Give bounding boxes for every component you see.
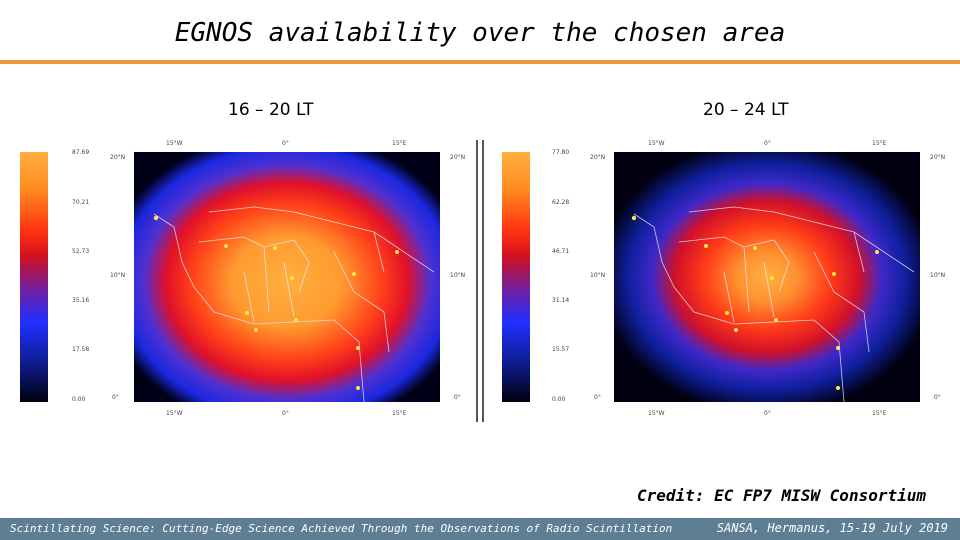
lon-label: 0° bbox=[282, 410, 289, 417]
colorbar-1 bbox=[20, 152, 48, 402]
colorbar-2 bbox=[502, 152, 530, 402]
lon-label: 15°E bbox=[872, 410, 887, 417]
lat-label: 10°N bbox=[930, 272, 946, 279]
lon-label: 15°E bbox=[392, 140, 407, 147]
colorbar-2-tick: 62.28 bbox=[552, 199, 570, 206]
lat-label: 20°N bbox=[110, 154, 126, 161]
title-underline bbox=[0, 60, 960, 64]
lat-label: 0° bbox=[112, 394, 119, 401]
lon-label: 0° bbox=[282, 140, 289, 147]
availability-map-1 bbox=[134, 152, 440, 402]
lat-label: 0° bbox=[454, 394, 461, 401]
footer-right: SANSA, Hermanus, 15-19 July 2019 bbox=[716, 521, 948, 535]
colorbar-1-tick: 17.58 bbox=[72, 346, 90, 353]
colorbar-1-tick: 70.21 bbox=[72, 199, 90, 206]
lon-label: 15°E bbox=[392, 410, 407, 417]
panel-1-subtitle: 16 – 20 LT bbox=[228, 100, 314, 120]
lon-label: 0° bbox=[764, 410, 771, 417]
lon-label: 15°W bbox=[166, 140, 183, 147]
lat-label: 0° bbox=[594, 394, 601, 401]
lat-label: 0° bbox=[934, 394, 941, 401]
lon-label: 15°E bbox=[872, 140, 887, 147]
colorbar-2-tick: 15.57 bbox=[552, 346, 570, 353]
lat-label: 10°N bbox=[110, 272, 126, 279]
colorbar-2-tick: 0.00 bbox=[552, 396, 566, 403]
lon-label: 15°W bbox=[166, 410, 183, 417]
footer-left: Scintillating Science: Cutting-Edge Scie… bbox=[10, 522, 673, 535]
lat-label: 10°N bbox=[450, 272, 466, 279]
footer-bar: Scintillating Science: Cutting-Edge Scie… bbox=[0, 518, 960, 540]
panel-2-subtitle: 20 – 24 LT bbox=[703, 100, 789, 120]
credit-text: Credit: EC FP7 MISW Consortium bbox=[637, 486, 926, 505]
colorbar-2-tick: 77.80 bbox=[552, 149, 570, 156]
lon-label: 0° bbox=[764, 140, 771, 147]
lat-label: 20°N bbox=[930, 154, 946, 161]
panel-divider bbox=[476, 140, 486, 422]
colorbar-2-tick: 31.14 bbox=[552, 297, 570, 304]
colorbar-2-tick: 46.71 bbox=[552, 248, 570, 255]
colorbar-1-tick: 0.00 bbox=[72, 396, 86, 403]
colorbar-1-tick: 87.69 bbox=[72, 149, 90, 156]
lat-label: 20°N bbox=[450, 154, 466, 161]
lat-label: 10°N bbox=[590, 272, 606, 279]
colorbar-1-tick: 35.16 bbox=[72, 297, 90, 304]
availability-map-2 bbox=[614, 152, 920, 402]
lon-label: 15°W bbox=[648, 140, 665, 147]
slide-title: EGNOS availability over the chosen area bbox=[174, 18, 786, 48]
lon-label: 15°W bbox=[648, 410, 665, 417]
colorbar-1-tick: 52.73 bbox=[72, 248, 90, 255]
lat-label: 20°N bbox=[590, 154, 606, 161]
